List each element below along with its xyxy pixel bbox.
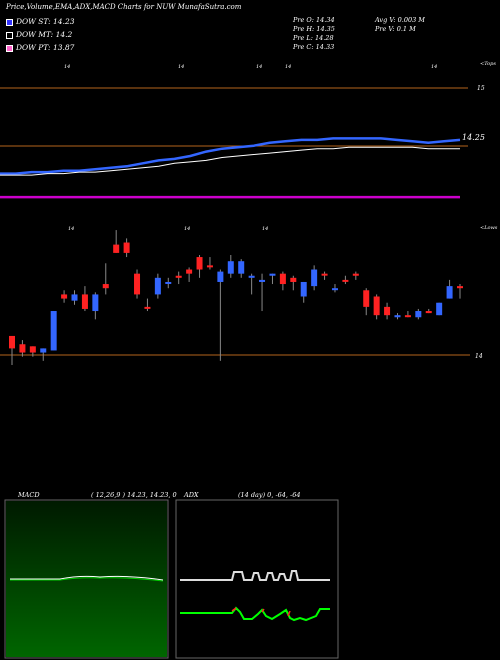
- candle-body: [415, 311, 422, 318]
- macd-panel: [4, 499, 169, 659]
- candle-body: [144, 306, 151, 309]
- ema-top-label: <Tops: [480, 61, 496, 67]
- legend-label: DOW PT: 13.87: [16, 43, 75, 52]
- ema-date-label: 14: [256, 64, 263, 70]
- legend-dow-pt: DOW PT: 13.87: [6, 43, 74, 52]
- macd-params: ( 12,26,9 ) 14.23, 14.23, 0: [91, 491, 177, 499]
- candle-body: [206, 265, 213, 268]
- candle-body: [436, 302, 443, 316]
- candle-body: [248, 275, 255, 278]
- candle-body: [123, 242, 130, 253]
- candle-body: [217, 271, 224, 282]
- macd-label: MACD: [18, 491, 40, 499]
- candle-body: [373, 296, 380, 316]
- legend-dow-st: DOW ST: 14.23: [6, 17, 75, 26]
- ema-level-top: 15: [477, 85, 485, 92]
- legend-swatch-icon: [6, 31, 13, 39]
- stat-prev-open: Pre O: 14.34: [293, 16, 335, 24]
- adx-minus-di-line: [231, 607, 291, 617]
- adx-line: [180, 570, 330, 581]
- candle-body: [134, 273, 141, 295]
- candle-body: [227, 261, 234, 274]
- stat-avg-volume: Avg V: 0.003 M: [375, 16, 425, 24]
- candle-body: [113, 244, 120, 253]
- price-date-label: 14: [262, 226, 269, 232]
- legend-swatch-icon: [6, 18, 13, 26]
- candle-body: [311, 269, 318, 287]
- chart-title: Price,Volume,EMA,ADX,MACD Charts for NUW…: [6, 3, 242, 11]
- candle-body: [352, 273, 359, 276]
- ema-date-label: 14: [178, 64, 185, 70]
- candle-body: [61, 294, 68, 299]
- candle-body: [9, 335, 15, 349]
- candle-body: [40, 348, 47, 353]
- candle-body: [457, 286, 463, 289]
- stat-prev-high: Pre H: 14.35: [293, 25, 335, 33]
- stat-prev-low: Pre L: 14.28: [293, 34, 334, 42]
- candle-body: [321, 273, 328, 276]
- candle-body: [363, 290, 370, 307]
- macd-signal-line: [10, 577, 164, 582]
- candle-body: [71, 294, 78, 301]
- candle-body: [394, 315, 401, 318]
- candle-body: [50, 311, 57, 351]
- ema-date-label: 14: [285, 64, 292, 70]
- candle-body: [425, 311, 432, 314]
- candle-body: [81, 294, 88, 309]
- ema-date-label: 14: [431, 64, 438, 70]
- candle-body: [269, 273, 276, 276]
- legend-label: DOW ST: 14.23: [16, 17, 75, 26]
- candle-body: [446, 286, 453, 299]
- candle-body: [29, 346, 36, 353]
- candle-body: [279, 273, 286, 285]
- candle-body: [186, 269, 193, 274]
- legend-swatch-icon: [6, 44, 13, 52]
- candle-body: [384, 306, 391, 316]
- price-level-bottom: 14: [475, 353, 483, 360]
- candle-body: [238, 261, 245, 274]
- ema-date-label: 14: [64, 64, 71, 70]
- adx-params: (14 day) 0, -64, -64: [238, 491, 301, 499]
- candle-body: [290, 277, 297, 282]
- ema-panel: [0, 87, 468, 199]
- price-date-label: 14: [184, 226, 191, 232]
- adx-plus-di-line: [180, 606, 330, 622]
- candle-body: [342, 279, 349, 282]
- candle-body: [300, 281, 307, 297]
- ema-series-line: [0, 137, 461, 175]
- legend-label: DOW MT: 14.2: [16, 30, 73, 39]
- candle-body: [175, 275, 182, 278]
- adx-label: ADX: [184, 491, 199, 499]
- ema-series-line: [0, 146, 460, 176]
- stat-prev-volume: Pre V: 0.1 M: [375, 25, 416, 33]
- price-panel: [0, 230, 470, 365]
- price-date-label: 14: [68, 226, 75, 232]
- candle-body: [331, 288, 338, 291]
- price-top-label: <Lows: [480, 225, 498, 231]
- ema-level-mid: 14.25: [462, 133, 485, 142]
- candle-body: [259, 279, 266, 282]
- candle-body: [165, 281, 172, 284]
- adx-panel: [175, 499, 339, 659]
- candle-body: [404, 315, 411, 318]
- candle-body: [196, 257, 203, 270]
- macd-line: [10, 575, 164, 581]
- candle-body: [102, 284, 109, 289]
- legend-dow-mt: DOW MT: 14.2: [6, 30, 72, 39]
- candle-body: [92, 294, 99, 312]
- stat-prev-close: Pre C: 14.33: [293, 43, 335, 51]
- candle-body: [154, 277, 161, 295]
- candle-body: [19, 344, 26, 353]
